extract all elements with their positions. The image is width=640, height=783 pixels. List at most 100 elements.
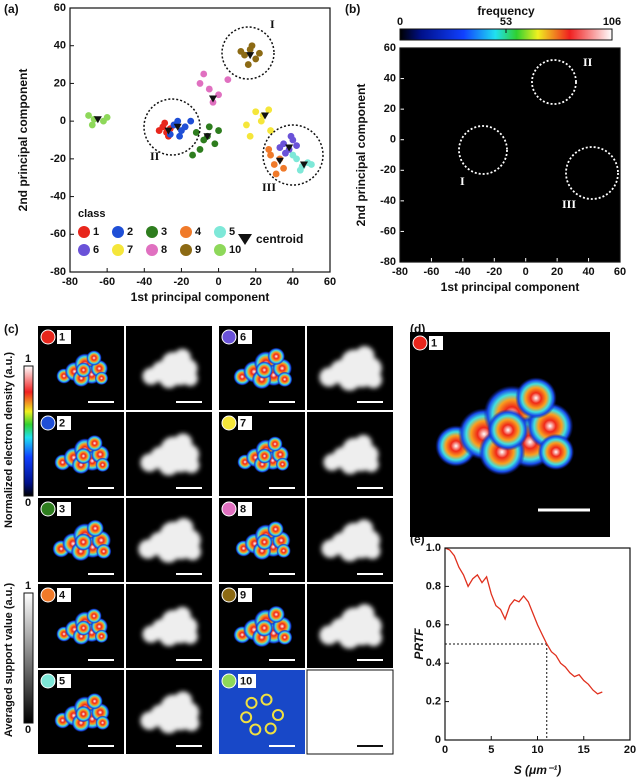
class-number: 1	[59, 331, 65, 343]
density-lobe	[86, 350, 102, 366]
support-lobe	[354, 434, 372, 452]
point	[211, 140, 219, 148]
class-badge	[40, 587, 56, 603]
y-tick-label: -60	[380, 225, 396, 237]
point	[85, 112, 92, 119]
y-tick-label: 0	[390, 134, 396, 146]
class-number: 10	[240, 675, 252, 687]
x-tick-label: -60	[99, 276, 115, 288]
density-lobe	[255, 619, 274, 637]
support-lobe	[342, 618, 362, 638]
x-tick-label: 20	[250, 276, 262, 288]
centroid	[285, 144, 294, 152]
heat-cell	[576, 166, 585, 175]
density-lobe	[267, 605, 286, 624]
cluster-circle	[143, 98, 201, 156]
density-lobe	[86, 434, 103, 452]
point	[296, 166, 304, 174]
class-number-box	[238, 502, 252, 516]
colorbar-title: Normalized electron density (a.u.)	[3, 352, 15, 528]
density-lobe	[75, 705, 92, 723]
legend-marker	[214, 244, 226, 256]
density-lobe	[276, 629, 293, 646]
support-blob	[142, 606, 198, 647]
density-lobe	[276, 543, 291, 559]
legend-marker	[146, 244, 158, 256]
point	[257, 117, 265, 125]
y-tick-label: 0	[60, 115, 66, 127]
x-tick-label: 40	[287, 276, 299, 288]
panel-label: (c)	[4, 322, 19, 336]
y-tick-label: 0.2	[426, 696, 441, 708]
density-ring	[240, 711, 253, 724]
point	[243, 121, 250, 129]
density-lobe	[75, 447, 92, 465]
heat-cell	[474, 135, 483, 144]
heat-cell	[576, 174, 585, 182]
point	[103, 113, 111, 121]
density-lobe	[75, 362, 92, 378]
x-tick-label: 40	[582, 266, 594, 278]
centroid	[203, 133, 212, 141]
point	[270, 161, 278, 168]
y-tick-label: 0.8	[426, 580, 441, 592]
heat-cell	[553, 82, 562, 91]
point	[155, 127, 163, 134]
density-lobe	[275, 457, 290, 472]
annotation: I	[460, 174, 465, 188]
colorbar-tick-label: 1	[25, 353, 31, 365]
point	[215, 91, 222, 99]
density-lobe	[95, 457, 110, 473]
point	[256, 49, 263, 57]
heat-cell	[553, 74, 562, 83]
y-tick-label: -40	[380, 195, 396, 207]
y-tick-label: -80	[380, 256, 396, 268]
legend-marker	[78, 244, 90, 256]
heat-cell	[482, 143, 491, 152]
support-lobe	[343, 447, 361, 465]
class-badge	[221, 587, 237, 603]
x-tick-label: -80	[62, 276, 78, 288]
legend-marker	[112, 244, 124, 256]
density-ring	[260, 693, 273, 706]
y-tick-label: -40	[50, 190, 66, 202]
support-lobe	[355, 346, 375, 366]
legend-label: 5	[229, 226, 235, 238]
y-tick-label: 0.6	[426, 619, 441, 631]
annotation: II	[150, 149, 160, 163]
x-tick-label: 10	[531, 744, 543, 756]
heat-cell	[474, 151, 483, 159]
point	[192, 129, 200, 136]
heat-cell	[490, 143, 499, 152]
class-number: 9	[240, 589, 246, 601]
centroid	[93, 116, 102, 124]
x-axis-label: S (μm⁻¹)	[514, 763, 562, 777]
class-number-box	[57, 674, 71, 688]
class-number-box	[429, 336, 443, 350]
support-lobe	[365, 371, 383, 389]
class-badge	[40, 501, 56, 517]
class-number: 8	[240, 503, 246, 515]
point	[280, 164, 287, 172]
support-blob	[140, 433, 200, 476]
colorbar-tick-label: 0	[25, 497, 31, 509]
heat-cell	[592, 174, 601, 182]
class-number-box	[57, 502, 71, 516]
class-badge	[40, 415, 56, 431]
support-lobe	[162, 704, 181, 724]
x-tick-label: 0	[442, 744, 448, 756]
y-tick-label: 0.4	[426, 657, 442, 669]
class-number-box	[238, 588, 252, 602]
annotation: II	[583, 55, 593, 69]
class-badge	[40, 329, 56, 345]
density-lobe	[95, 543, 112, 560]
legend-marker	[180, 244, 192, 256]
density-lobe	[95, 715, 110, 731]
density-colorbar	[23, 365, 34, 497]
x-tick-label: 20	[624, 744, 636, 756]
class-number: 3	[59, 503, 65, 515]
legend-marker	[112, 226, 124, 238]
heat-cell	[545, 82, 554, 91]
point	[237, 47, 245, 55]
